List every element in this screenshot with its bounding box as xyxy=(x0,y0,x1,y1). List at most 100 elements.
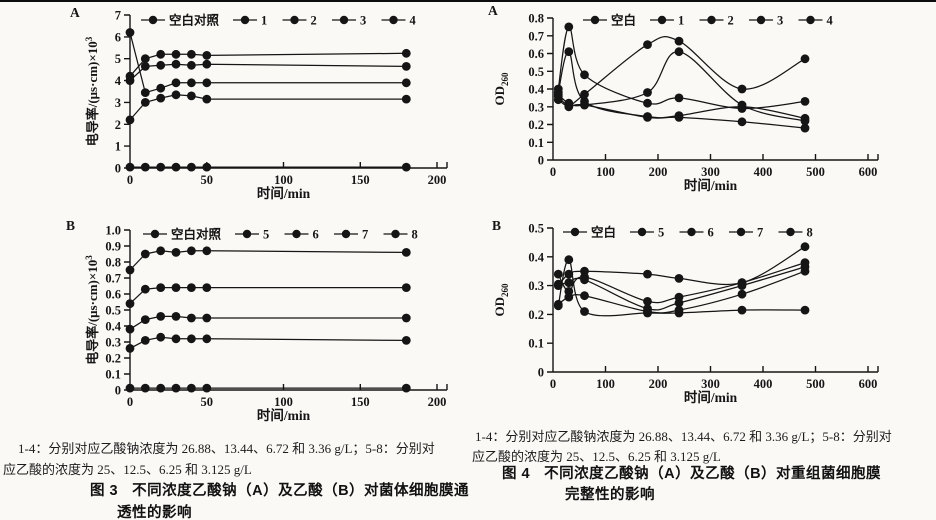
y-tick-label: 5 xyxy=(115,52,121,66)
x-tick-label: 600 xyxy=(859,377,878,391)
fig3-panel-b-label: B xyxy=(66,218,76,233)
data-point-marker xyxy=(737,281,747,290)
y-axis-label: 电导率/(μs·cm)×103 xyxy=(84,36,100,146)
fig4-chart-b: 0 100 200 300 400 500 600 0 0.1 0.2 0.3 0.4 0.5 时间/mi… xyxy=(478,212,936,430)
data-point-marker xyxy=(800,116,810,126)
data-point-marker xyxy=(125,299,135,308)
data-point-marker xyxy=(553,279,563,289)
top-border-rule xyxy=(0,0,936,2)
y-axis-label-main: OD xyxy=(492,297,507,317)
legend-dot-marker-icon xyxy=(756,15,766,25)
y-tick-label: 0.4 xyxy=(105,320,121,334)
fig3-note-line-2: 应乙酸的浓度为 25、12.5、6.25 和 3.125 g/L xyxy=(3,462,252,477)
legend-dot-marker-icon xyxy=(292,229,301,239)
x-tick-label: 500 xyxy=(806,377,825,391)
data-point-marker xyxy=(564,292,574,302)
axes xyxy=(124,14,448,169)
y-tick-label: 2 xyxy=(115,118,121,132)
y-tick-label: 3 xyxy=(115,96,121,110)
data-point-marker xyxy=(202,383,212,393)
data-point-marker xyxy=(156,83,166,93)
x-tick-label: 150 xyxy=(351,173,370,187)
data-point-marker xyxy=(674,298,684,308)
y-axis-label-main: 电导率/(μs·cm)×10 xyxy=(85,260,100,365)
data-point-marker xyxy=(800,123,810,133)
y-tick-label: 0.3 xyxy=(105,336,121,350)
legend-label: 1 xyxy=(261,14,267,28)
data-point-marker xyxy=(156,60,166,70)
data-point-marker xyxy=(187,334,196,344)
data-point-marker xyxy=(553,299,563,309)
legend-dot-marker-icon xyxy=(290,15,299,25)
data-point-marker xyxy=(202,334,212,344)
x-tick-label: 300 xyxy=(701,165,720,179)
data-point-marker xyxy=(140,162,150,172)
series-line xyxy=(129,63,407,82)
fig3-caption-line-2: 透性的影响 xyxy=(117,505,192,520)
y-tick-label: 0.4 xyxy=(528,83,544,97)
legend-label: 8 xyxy=(807,226,813,240)
y-tick-label: 0.8 xyxy=(528,12,544,26)
x-tick-label: 400 xyxy=(754,165,773,179)
data-point-marker xyxy=(156,312,166,321)
y-tick-label: 0.2 xyxy=(528,118,544,132)
data-point-marker xyxy=(401,48,411,58)
data-point-marker xyxy=(140,88,150,97)
data-point-marker xyxy=(171,283,181,292)
data-point-marker xyxy=(800,305,810,315)
chart-svg: 0 100 200 300 400 500 600 0 0.1 0.2 0.3 0.4 0.5 0.6 0.… xyxy=(492,12,879,193)
fig4-caption: 图 4 不同浓度乙酸钠（A）及乙酸（B）对重组菌细胞膜 xyxy=(502,462,881,483)
y-tick-label: 0.3 xyxy=(528,100,544,114)
series-line xyxy=(129,286,407,305)
y-tick-label: 0.5 xyxy=(528,222,544,236)
y-tick-label: 0 xyxy=(115,162,121,176)
legend-dot-marker-icon xyxy=(339,15,349,25)
y-tick-label: 0.7 xyxy=(105,272,121,286)
data-point-marker xyxy=(187,313,196,323)
data-point-marker xyxy=(140,249,150,259)
x-tick-label: 200 xyxy=(428,395,447,409)
series-line xyxy=(129,315,407,330)
y-tick-label: 6 xyxy=(115,30,121,44)
y-tick-label: 0 xyxy=(538,154,544,168)
y-tick-label: 4 xyxy=(115,74,122,88)
y-axis-label-sup: 3 xyxy=(84,36,94,41)
legend-dot-marker-icon xyxy=(590,15,600,25)
data-point-marker xyxy=(125,344,135,353)
data-point-marker xyxy=(202,94,212,104)
data-point-marker xyxy=(674,274,684,283)
x-tick-label: 200 xyxy=(649,165,668,179)
data-point-marker xyxy=(140,54,150,64)
legend-label: 3 xyxy=(360,14,366,28)
data-point-marker xyxy=(674,305,684,315)
data-point-marker xyxy=(564,255,574,265)
legend-dot-marker-icon xyxy=(240,15,250,25)
y-tick-label: 0.1 xyxy=(528,337,544,351)
data-point-marker xyxy=(171,162,181,172)
data-point-marker xyxy=(674,47,684,57)
x-tick-label: 200 xyxy=(428,173,447,187)
x-tick-label: 150 xyxy=(351,395,370,409)
data-point-marker xyxy=(187,283,196,292)
y-tick-label: 0 xyxy=(115,384,121,398)
data-point-marker xyxy=(674,111,684,120)
y-axis-label-sub: 260 xyxy=(500,283,510,297)
data-point-marker xyxy=(156,246,166,256)
data-point-marker xyxy=(401,94,411,104)
data-point-marker xyxy=(171,334,181,344)
data-point-marker xyxy=(737,117,747,127)
data-point-marker xyxy=(643,98,652,108)
legend-label: 1 xyxy=(678,14,684,28)
data-point-marker xyxy=(643,112,652,121)
x-axis-label: 时间/min xyxy=(684,389,738,405)
x-tick-label: 0 xyxy=(127,395,133,409)
data-point-marker xyxy=(140,98,150,107)
data-point-marker xyxy=(202,51,212,60)
data-point-marker xyxy=(737,100,747,110)
x-tick-label: 600 xyxy=(859,165,878,179)
data-point-marker xyxy=(800,242,810,252)
data-point-marker xyxy=(674,36,684,46)
y-axis-label-main: OD xyxy=(492,86,507,106)
legend-label: 空白对照 xyxy=(171,227,222,242)
data-point-marker xyxy=(401,78,411,88)
